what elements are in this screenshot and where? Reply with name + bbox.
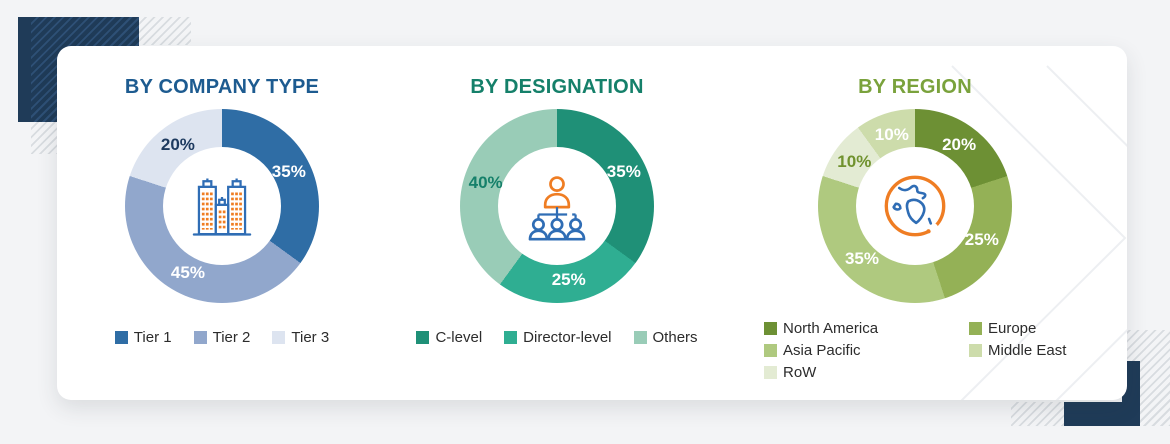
- hatch-pattern-top-left-right: [139, 17, 191, 45]
- chart-card: BY COMPANY TYPE: [57, 46, 1127, 400]
- legend-item-others: Others: [633, 329, 698, 346]
- globe-icon: [884, 175, 946, 237]
- legend-swatch: [272, 331, 286, 344]
- legend-item-tier-2: Tier 2: [193, 329, 251, 346]
- legend-item-c-level: C-level: [416, 329, 482, 346]
- legend-swatch: [764, 366, 777, 379]
- legend: C-level Director-level Others: [392, 329, 722, 346]
- legend-label: Europe: [988, 320, 1037, 337]
- legend-label: Tier 2: [212, 329, 251, 346]
- chart-by-region: BY REGION 2: [750, 76, 1080, 381]
- org-chart-icon: [528, 176, 586, 241]
- segment-labels: 20% 25% 35% 10% 10%: [818, 109, 1012, 303]
- segment-value-label: 35%: [606, 161, 641, 181]
- legend-item-row: RoW: [764, 364, 947, 381]
- segment-value-label: 45%: [170, 262, 205, 282]
- chart-by-designation: BY DESIGNATION: [392, 76, 722, 346]
- legend: Tier 1 Tier 2 Tier 3: [57, 329, 387, 346]
- donut-center: [498, 147, 616, 265]
- legend-label: North America: [783, 320, 879, 337]
- chart-by-company-type: BY COMPANY TYPE: [57, 76, 387, 346]
- segment-value-label: 20%: [942, 135, 977, 155]
- segment-value-label: 35%: [271, 161, 306, 181]
- legend-label: Director-level: [523, 329, 612, 346]
- buildings-icon: [192, 178, 252, 236]
- segment-labels: 35% 25% 40%: [460, 109, 654, 303]
- donut-center: [856, 147, 974, 265]
- legend-label: Asia Pacific: [783, 342, 861, 359]
- donut-wrapper: 35% 25% 40%: [460, 109, 654, 303]
- segment-value-label: 10%: [837, 151, 872, 171]
- legend-swatch: [969, 322, 982, 335]
- legend-item-tier-1: Tier 1: [114, 329, 172, 346]
- legend-swatch: [504, 331, 518, 344]
- segment-value-label: 20%: [160, 135, 195, 155]
- legend-item-middle-east: Middle East: [969, 342, 1066, 359]
- legend-swatch: [764, 322, 777, 335]
- legend-item-asia-pacific: Asia Pacific: [764, 342, 947, 359]
- legend-swatch: [969, 344, 982, 357]
- corner-accent-bottom-right-horizontal: [1064, 402, 1140, 426]
- legend-label: Tier 1: [133, 329, 172, 346]
- chart-title: BY DESIGNATION: [470, 76, 644, 98]
- legend-swatch: [416, 331, 430, 344]
- segment-value-label: 35%: [844, 249, 879, 269]
- legend-label: C-level: [435, 329, 483, 346]
- segment-value-label: 25%: [964, 230, 999, 250]
- legend-item-tier-3: Tier 3: [272, 329, 329, 346]
- hatch-pattern-top-left-below: [31, 122, 57, 154]
- legend-item-north-america: North America: [764, 320, 947, 337]
- hatch-pattern-bottom-below: [1011, 402, 1064, 426]
- chart-title: BY REGION: [858, 76, 972, 98]
- corner-accent-top-left-bar: [18, 17, 31, 122]
- legend-swatch: [114, 331, 128, 344]
- legend-item-europe: Europe: [969, 320, 1066, 337]
- chart-title: BY COMPANY TYPE: [124, 76, 320, 98]
- segment-value-label: 10%: [874, 124, 909, 144]
- legend-item-director-level: Director-level: [504, 329, 612, 346]
- legend-label: Others: [652, 329, 698, 346]
- legend-label: RoW: [783, 364, 817, 381]
- legend-label: Tier 3: [291, 329, 330, 346]
- segment-value-label: 40%: [468, 172, 503, 192]
- legend: North America Europe Asia Pacific Middle Ea…: [750, 320, 1080, 381]
- segment-labels: 35% 45% 20%: [125, 109, 319, 303]
- legend-swatch: [193, 331, 207, 344]
- legend-swatch: [633, 331, 647, 344]
- donut-wrapper: 20% 25% 35% 10% 10%: [818, 109, 1012, 303]
- legend-label: Middle East: [988, 342, 1067, 359]
- donut-wrapper: 35% 45% 20%: [125, 109, 319, 303]
- legend-swatch: [764, 344, 777, 357]
- donut-center: [163, 147, 281, 265]
- segment-value-label: 25%: [551, 270, 586, 290]
